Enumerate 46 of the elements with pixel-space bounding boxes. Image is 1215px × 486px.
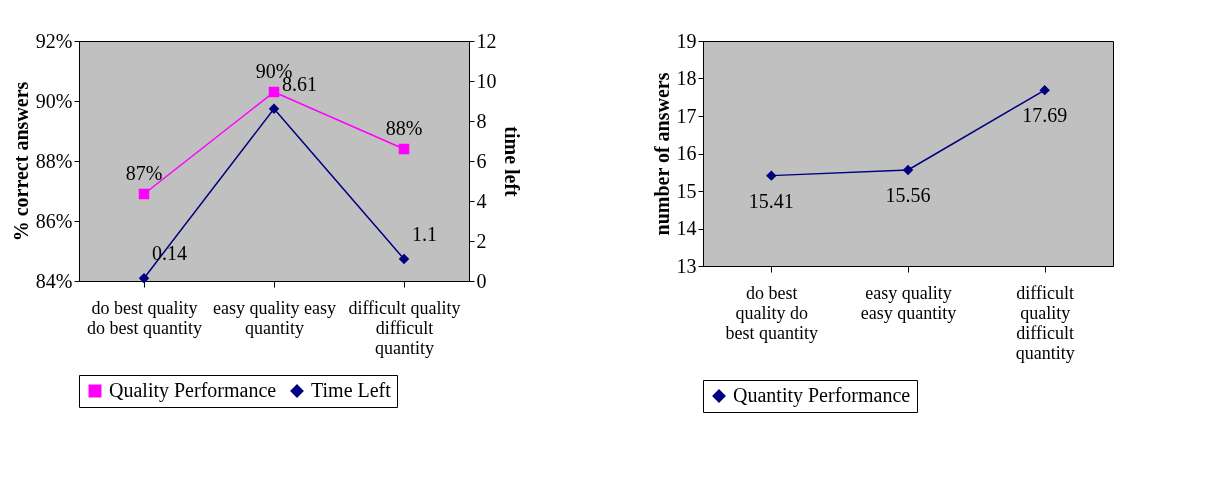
y-axis-title: % correct answers	[9, 81, 32, 242]
point	[268, 103, 280, 115]
y-tick-label: 88%	[35, 149, 73, 172]
y-tick-label: 14	[676, 217, 697, 239]
point	[766, 170, 777, 181]
data-label: 88%	[385, 117, 423, 139]
point	[398, 253, 410, 265]
y-tick-label: 86%	[35, 209, 73, 232]
y-tick-label: 15	[676, 179, 697, 202]
legend-label: Time Left	[311, 379, 392, 401]
point	[138, 272, 150, 284]
x-tick-label: easy quality easy quantity	[860, 282, 957, 323]
y-tick-label: 92%	[35, 29, 73, 52]
y-tick-label: 18	[676, 67, 697, 89]
y-tick-label: 13	[676, 254, 697, 277]
data-label: 17.69	[1022, 104, 1068, 127]
x-tick-label: do best quality do best quantity	[725, 282, 819, 343]
data-label: 15.56	[885, 184, 931, 206]
y2-tick-label: 8	[476, 109, 487, 132]
x-tick-label: difficult quality difficult quantity	[1015, 282, 1075, 363]
point	[398, 143, 410, 155]
data-label: 87%	[125, 162, 163, 184]
y2-tick-label: 0	[476, 269, 487, 292]
y-tick-label: 90%	[35, 89, 73, 112]
y-tick-label: 19	[676, 29, 697, 52]
y-tick-label: 84%	[35, 269, 73, 292]
x-tick-label: easy quality easy quantity	[213, 297, 336, 338]
point	[902, 164, 914, 176]
point	[268, 86, 280, 98]
x-tick-label: difficult quality difficult quantity	[348, 297, 461, 358]
x-tick-label: do best quality do best quantity	[87, 297, 202, 338]
data-label: 15.41	[748, 189, 794, 212]
point	[138, 188, 150, 200]
y2-tick-label: 6	[476, 149, 487, 172]
y2-tick-label: 2	[476, 229, 487, 252]
legend-label: Quantity Performance	[733, 384, 911, 407]
point	[1039, 84, 1050, 96]
y-axis-title: number of answers	[650, 72, 673, 236]
y2-tick-label: 12	[476, 29, 497, 52]
y-tick-label: 17	[676, 104, 697, 127]
y2-tick-label: 4	[476, 189, 487, 212]
y2-axis-title: time left	[500, 126, 523, 198]
y-tick-label: 16	[676, 142, 697, 164]
data-label: 1.1	[412, 223, 437, 245]
legend-label: Quality Performance	[109, 379, 277, 402]
y2-tick-label: 10	[476, 69, 497, 92]
